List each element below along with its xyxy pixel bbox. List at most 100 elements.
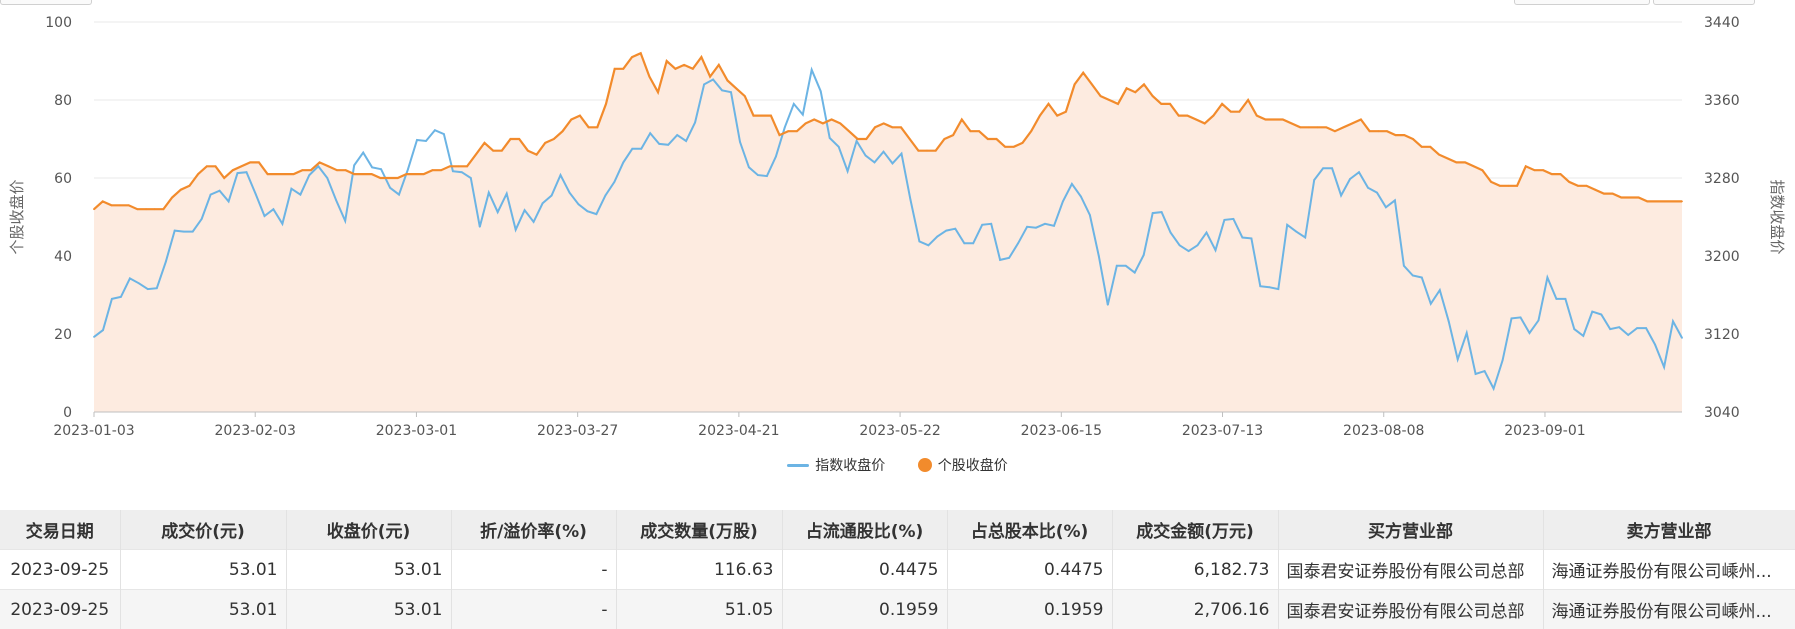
index-point <box>981 223 984 226</box>
cell-seller[interactable]: 海通证券股份有限公司嵊州... <box>1543 549 1795 590</box>
x-tick-label: 2023-02-03 <box>215 423 296 439</box>
stock-point <box>900 126 902 129</box>
stock-point <box>1073 83 1076 86</box>
stock-point <box>500 149 503 152</box>
stock-point <box>1629 196 1631 199</box>
index-point <box>1654 343 1656 346</box>
stock-point <box>110 204 113 207</box>
index-point <box>1447 320 1450 323</box>
stock-point <box>136 208 139 211</box>
header-float-ratio[interactable]: 占流通股比(%) <box>782 510 948 550</box>
cell-seller[interactable]: 海通证券股份有限公司嵊州... <box>1543 589 1795 629</box>
stock-point <box>1056 114 1059 117</box>
stock-point <box>344 169 347 172</box>
stock-point <box>1533 169 1536 172</box>
index-point <box>281 222 284 225</box>
index-point <box>290 187 293 190</box>
y-right-tick-label: 3040 <box>1704 405 1740 421</box>
index-point <box>1196 244 1199 247</box>
toolbar-tab-right-1[interactable] <box>1514 0 1650 5</box>
stock-point <box>622 67 625 70</box>
stock-point <box>1594 188 1597 191</box>
index-point <box>559 174 562 177</box>
stock-point <box>171 196 174 199</box>
index-point <box>900 152 903 155</box>
y-left-tick-label: 60 <box>54 171 72 187</box>
x-tick-label: 2023-04-21 <box>698 423 779 439</box>
header-seller[interactable]: 卖方营业部 <box>1543 510 1795 550</box>
stock-point <box>1169 103 1171 105</box>
index-point <box>873 161 876 164</box>
index-point <box>120 296 122 298</box>
index-point <box>317 165 320 168</box>
stock-point <box>839 122 842 125</box>
stock-point <box>119 204 121 207</box>
header-close-price[interactable]: 收盘价(元) <box>286 510 452 550</box>
legend-item-stock[interactable]: 个股收盘价 <box>917 455 1008 475</box>
stock-point <box>952 134 954 137</box>
index-point <box>918 240 921 243</box>
index-point <box>272 208 275 211</box>
price-comparison-chart: 0 20 40 60 80 100 3040 3120 3200 3280 3360 3440 2023… <box>8 15 1786 439</box>
stock-point <box>127 204 130 207</box>
index-point <box>1411 274 1414 277</box>
stock-point <box>336 169 338 172</box>
header-buyer[interactable]: 买方营业部 <box>1278 510 1544 550</box>
index-point <box>972 242 975 245</box>
index-point <box>496 211 499 214</box>
cell-buyer[interactable]: 国泰君安证券股份有限公司总部 <box>1278 589 1544 629</box>
index-point <box>586 210 589 213</box>
stock-point <box>1229 110 1232 113</box>
index-point <box>1609 328 1612 330</box>
stock-point <box>726 79 729 82</box>
y-right-tick-label: 3120 <box>1704 327 1740 343</box>
cell-buyer[interactable]: 国泰君安证券股份有限公司总部 <box>1278 549 1544 590</box>
header-volume[interactable]: 成交数量(万股) <box>616 510 783 550</box>
stock-point <box>761 114 764 117</box>
y-left-tick-label: 20 <box>54 327 72 343</box>
index-point <box>335 199 338 202</box>
stock-point <box>1082 71 1085 74</box>
index-point <box>1474 373 1477 375</box>
stock-point <box>804 122 807 125</box>
stock-point <box>327 165 330 168</box>
legend-index-label: 指数收盘价 <box>815 458 886 474</box>
stock-point <box>891 126 894 129</box>
x-tick-label: 2023-01-03 <box>53 423 134 439</box>
stock-point <box>1299 126 1302 129</box>
index-point <box>344 220 347 222</box>
index-point <box>703 83 705 86</box>
index-point <box>658 143 661 145</box>
stock-point <box>1247 99 1249 101</box>
cell-premium: - <box>451 589 617 629</box>
index-point <box>1627 334 1630 336</box>
stock-point <box>544 142 547 144</box>
index-point <box>1394 199 1396 202</box>
index-point <box>299 193 302 196</box>
index-point <box>407 168 409 171</box>
toolbar-tab-right-2[interactable] <box>1653 0 1755 5</box>
index-point <box>1340 194 1342 197</box>
header-total-ratio[interactable]: 占总股本比(%) <box>947 510 1113 550</box>
index-point <box>730 91 732 94</box>
cell-float-ratio: 0.1959 <box>782 589 948 629</box>
header-premium-rate[interactable]: 折/溢价率(%) <box>451 510 617 550</box>
header-amount[interactable]: 成交金额(万元) <box>1112 510 1279 550</box>
index-point <box>1124 264 1127 267</box>
stock-point <box>1559 173 1562 176</box>
stock-point <box>1438 153 1440 156</box>
header-trade-price[interactable]: 成交价(元) <box>120 510 287 550</box>
header-trade-date[interactable]: 交易日期 <box>0 510 121 550</box>
index-point <box>146 288 149 290</box>
stock-point <box>1290 122 1293 125</box>
index-point <box>1376 191 1378 194</box>
index-point <box>218 189 221 192</box>
index-point <box>93 336 95 338</box>
legend-line-icon <box>787 463 810 467</box>
index-point <box>1295 230 1298 233</box>
cell-float-ratio: 0.4475 <box>782 549 948 590</box>
stock-point <box>93 208 95 211</box>
index-point <box>1008 257 1010 259</box>
toolbar-tab-left[interactable] <box>0 0 92 5</box>
legend-item-index[interactable]: 指数收盘价 <box>787 455 885 475</box>
